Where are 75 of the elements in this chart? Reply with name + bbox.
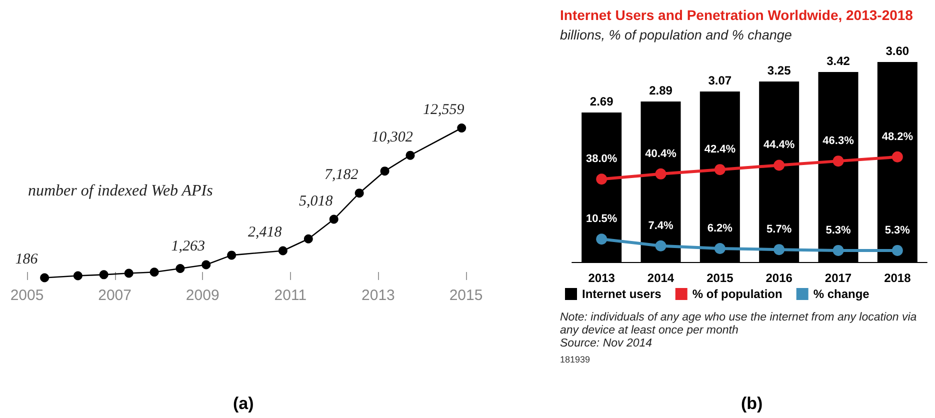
point: [832, 244, 844, 256]
point: [774, 244, 785, 256]
data-label: 3.60: [886, 44, 910, 58]
data-label: 3.07: [708, 73, 732, 88]
data-label: 10,302: [372, 129, 414, 146]
data-label: 5.3%: [826, 224, 851, 236]
legend-label: Internet users: [582, 287, 662, 301]
data-label: 48.2%: [882, 130, 914, 143]
data-label: 7.4%: [648, 220, 674, 232]
x-tick-label: 2009: [186, 287, 220, 304]
text: Note: individuals of any age who use the internet from any location via any device at least once per month: [560, 312, 920, 336]
data-label: 38.0%: [586, 153, 618, 166]
chart-subtitle: billions, % of population and % change: [560, 28, 792, 42]
point: [150, 268, 159, 277]
point: [596, 174, 608, 185]
point: [457, 124, 466, 132]
point: [596, 234, 608, 245]
point: [73, 271, 82, 280]
x-tick-label: 2017: [824, 271, 852, 285]
data-label: 12,559: [422, 102, 465, 118]
x-tick-label: 2005: [10, 287, 44, 304]
point: [202, 260, 211, 270]
point: [892, 151, 903, 162]
point: [892, 244, 903, 256]
data-label: 5,018: [298, 193, 334, 210]
point: [278, 246, 288, 256]
x-tick-label: 2013: [362, 287, 395, 304]
data-label: 7,182: [324, 167, 359, 184]
data-label: 2.89: [649, 83, 673, 98]
annotation: number of indexed Web APIs: [28, 182, 213, 200]
point: [714, 242, 726, 254]
x-tick-label: 2013: [588, 271, 616, 285]
point: [124, 268, 134, 278]
point: [304, 234, 313, 244]
source-note: Source: Nov 2014: [560, 338, 652, 350]
point: [354, 188, 364, 198]
point: [832, 156, 844, 167]
point: [655, 240, 666, 252]
point: [774, 160, 785, 171]
point: [714, 164, 726, 176]
data-label: 5.7%: [766, 224, 792, 236]
data-label: 40.4%: [645, 148, 677, 160]
data-label: 3.42: [826, 54, 850, 68]
x-tick-label: 2007: [98, 287, 132, 304]
data-label: 46.3%: [822, 135, 854, 148]
text: (a): [233, 394, 254, 413]
data-label: 10.5%: [586, 213, 618, 226]
point: [655, 168, 666, 180]
x-tick-label: 2015: [449, 287, 483, 304]
point: [99, 270, 108, 280]
point: [329, 214, 338, 224]
data-label: 186: [15, 252, 38, 268]
x-tick-label: 2015: [706, 271, 734, 285]
chart-title: Internet Users and Penetration Worldwide, 2013-2018: [560, 7, 914, 23]
x-tick-label: 2014: [647, 271, 674, 285]
data-label: 2.69: [590, 94, 614, 109]
data-label: 2,418: [248, 224, 282, 241]
legend-label: % of population: [692, 287, 782, 301]
x-tick-label: 2016: [766, 271, 793, 285]
data-label: 5.3%: [884, 224, 910, 236]
text: (b): [741, 394, 763, 413]
data-label: 3.25: [767, 63, 792, 78]
point: [227, 250, 236, 260]
data-label: 42.4%: [704, 144, 736, 156]
point: [380, 166, 390, 176]
x-tick-label: 2018: [884, 271, 912, 285]
data-label: 1,263: [171, 238, 205, 255]
data-label: 44.4%: [763, 139, 795, 152]
x-tick-label: 2011: [274, 287, 307, 304]
text: 181939: [560, 354, 590, 364]
data-label: 6.2%: [707, 222, 733, 234]
point: [406, 150, 415, 160]
point: [40, 273, 50, 282]
legend-label: % change: [813, 287, 870, 301]
point: [176, 264, 185, 273]
